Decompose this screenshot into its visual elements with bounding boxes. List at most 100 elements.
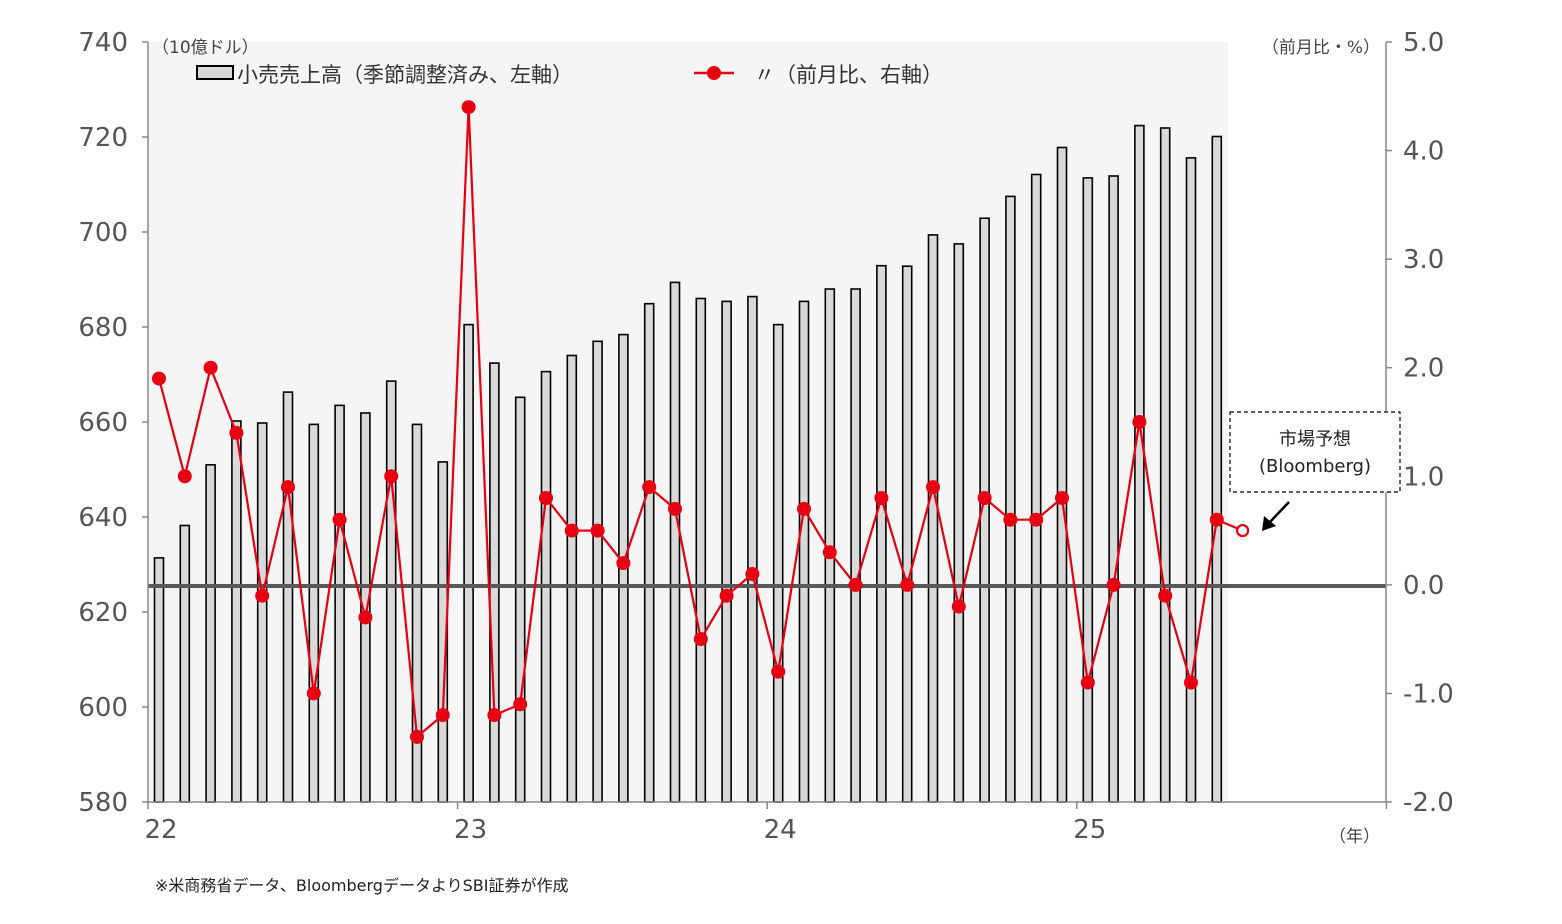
mom-point-2025-01 xyxy=(1080,675,1095,690)
bar-2025-01 xyxy=(1082,177,1094,803)
right-tick-label: -2.0 xyxy=(1403,788,1454,818)
mom-point-2023-01 xyxy=(461,100,476,115)
bar-2022-02 xyxy=(179,524,191,803)
mom-point-2023-07 xyxy=(616,556,631,571)
mom-point-2022-02 xyxy=(177,469,192,484)
x-tick-label: 23 xyxy=(454,815,487,845)
bar-2023-01 xyxy=(463,323,474,803)
mom-point-2024-05 xyxy=(874,491,889,505)
forecast-label-line1: 市場予想 xyxy=(1279,429,1351,450)
bar-2025-05 xyxy=(1185,157,1197,803)
mom-point-2024-06 xyxy=(900,577,915,592)
bar-2024-06 xyxy=(901,265,913,803)
left-tick-label: 580 xyxy=(78,788,128,818)
legend-bar-swatch xyxy=(196,65,234,80)
bar-2024-08 xyxy=(953,243,965,803)
mom-point-2022-07 xyxy=(306,686,321,701)
right-tick-label: 0.0 xyxy=(1403,571,1444,601)
bar-2025-03 xyxy=(1134,124,1145,803)
mom-point-2023-09 xyxy=(668,501,682,516)
right-axis-unit: （前月比・%） xyxy=(1262,38,1380,58)
bar-2023-02 xyxy=(489,362,500,803)
bar-2023-10 xyxy=(695,297,707,803)
mom-point-2023-05 xyxy=(564,523,579,538)
right-tick-label: -1.0 xyxy=(1403,679,1454,709)
bar-2024-11 xyxy=(1030,173,1042,803)
line-series xyxy=(152,100,1250,744)
legend-line-label: 〃（前月比、右軸） xyxy=(754,63,943,87)
mom-point-2024-02 xyxy=(797,501,811,516)
left-tick-label: 660 xyxy=(78,408,128,438)
bar-2025-02 xyxy=(1108,175,1119,803)
left-tick-label: 720 xyxy=(78,123,128,153)
mom-point-2024-01 xyxy=(771,664,786,679)
bar-2025-04 xyxy=(1159,127,1171,803)
bar-2023-12 xyxy=(747,295,758,803)
mom-point-2024-03 xyxy=(822,545,837,560)
right-tick-label: 4.0 xyxy=(1403,137,1444,167)
mom-point-2023-10 xyxy=(693,632,708,647)
left-tick-label: 620 xyxy=(78,598,128,628)
bar-2024-04 xyxy=(850,288,861,803)
mom-point-2022-10 xyxy=(384,469,399,484)
mom-point-2024-07 xyxy=(926,480,940,495)
forecast-annotation: 市場予想 (Bloomberg) xyxy=(1229,411,1401,531)
legend-bar-label: 小売売上高（季節調整済み、左軸） xyxy=(237,63,573,87)
legend-line-marker xyxy=(707,66,721,80)
mom-point-2022-04 xyxy=(229,425,244,440)
left-axis-unit: （10億ドル） xyxy=(152,38,259,58)
bar-2024-05 xyxy=(876,264,887,803)
mom-point-2023-08 xyxy=(642,480,657,495)
bar-2024-07 xyxy=(927,234,939,803)
source-note: ※米商務省データ、BloombergデータよりSBI証券が作成 xyxy=(155,876,569,895)
mom-point-2023-12 xyxy=(745,567,760,581)
bar-2022-05 xyxy=(256,422,268,803)
bar-2022-06 xyxy=(282,391,294,803)
left-tick-label: 680 xyxy=(78,313,128,343)
x-axis-ticks: 22 23 24 25 xyxy=(144,802,1388,845)
forecast-arrow-shaft xyxy=(1267,501,1290,525)
left-tick-label: 600 xyxy=(78,693,128,723)
bar-2022-03 xyxy=(205,463,216,803)
mom-point-2024-09 xyxy=(977,491,992,505)
bar-2022-08 xyxy=(334,404,345,803)
forecast-label-line2: (Bloomberg) xyxy=(1259,456,1371,477)
mom-point-2022-03 xyxy=(203,360,218,375)
mom-point-2022-09 xyxy=(358,610,373,625)
bar-2022-01 xyxy=(153,557,165,803)
bar-2024-12 xyxy=(1056,146,1068,803)
mom-point-2022-05 xyxy=(255,588,270,603)
bar-2022-11 xyxy=(411,423,423,803)
bar-2023-05 xyxy=(566,354,578,803)
mom-point-2022-11 xyxy=(410,729,424,744)
mom-point-2022-01 xyxy=(152,371,166,386)
bar-2024-02 xyxy=(798,300,810,803)
bar-2022-04 xyxy=(231,420,242,803)
bar-2024-01 xyxy=(772,323,784,803)
bar-2022-10 xyxy=(385,380,397,803)
right-tick-label: 2.0 xyxy=(1403,354,1444,384)
forecast-box xyxy=(1229,411,1401,493)
legend: 小売売上高（季節調整済み、左軸） 〃（前月比、右軸） xyxy=(196,63,943,87)
left-tick-label: 700 xyxy=(78,218,128,248)
mom-point-2023-06 xyxy=(590,523,605,538)
mom-point-2025-06 xyxy=(1209,512,1224,527)
mom-point-2024-11 xyxy=(1029,512,1044,527)
x-tick-label: 22 xyxy=(144,815,177,845)
mom-point-2022-08 xyxy=(332,512,347,527)
bar-2023-06 xyxy=(592,340,603,803)
bar-2023-08 xyxy=(643,302,655,803)
bar-2023-11 xyxy=(721,300,732,803)
mom-point-2022-06 xyxy=(281,480,295,495)
right-tick-label: 5.0 xyxy=(1403,28,1444,58)
mom-point-2024-04 xyxy=(848,577,863,592)
mom-point-2025-04 xyxy=(1158,588,1173,603)
mom-point-2022-12 xyxy=(435,708,450,723)
mom-point-2025-03 xyxy=(1132,415,1147,429)
bar-2023-03 xyxy=(514,396,526,803)
bar-2023-09 xyxy=(669,281,681,803)
bar-2024-10 xyxy=(1005,195,1016,803)
left-tick-label: 740 xyxy=(78,28,128,58)
right-tick-label: 3.0 xyxy=(1403,245,1444,275)
